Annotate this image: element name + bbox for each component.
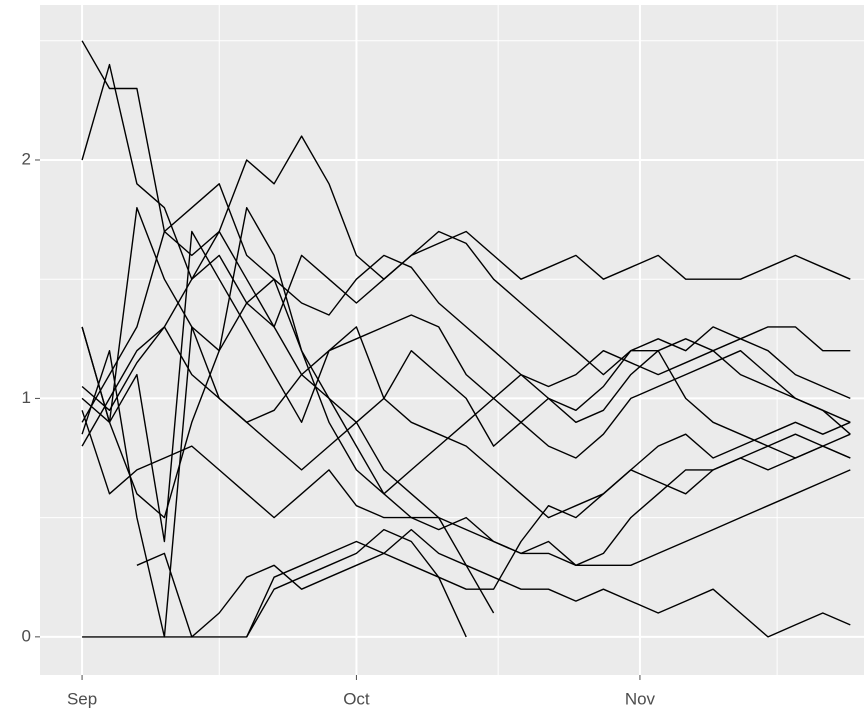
series-line: [81, 40, 495, 614]
series-line: [246, 421, 851, 638]
y-tick-label: 0: [22, 626, 31, 645]
y-tick-label: 1: [22, 388, 31, 407]
x-tick-label: Nov: [625, 689, 656, 708]
x-tick-label: Oct: [343, 689, 370, 708]
series-line: [81, 230, 851, 447]
x-tick-label: Sep: [67, 689, 97, 708]
series-line: [81, 314, 851, 459]
series-line: [81, 183, 851, 459]
series-line: [81, 278, 851, 638]
y-tick-label: 2: [22, 149, 31, 168]
series-line: [81, 207, 851, 519]
series-line: [81, 63, 851, 280]
plot-panel: [40, 5, 864, 675]
series-line: [136, 528, 851, 638]
